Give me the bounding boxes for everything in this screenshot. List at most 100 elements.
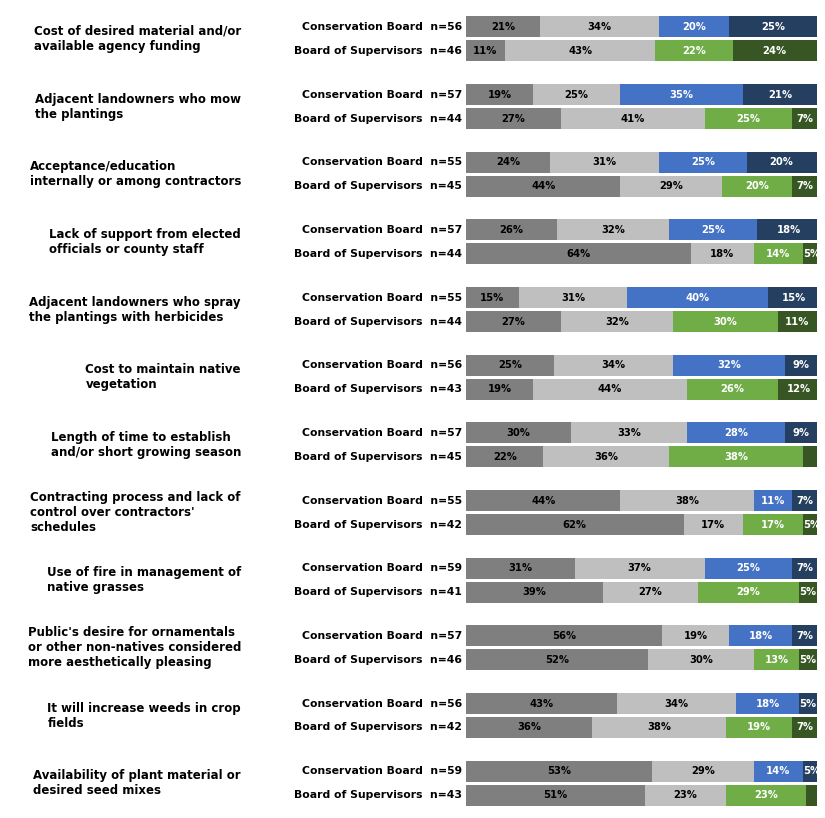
Bar xyxy=(466,626,662,646)
Text: 53%: 53% xyxy=(547,766,571,776)
Text: Conservation Board  n=59: Conservation Board n=59 xyxy=(302,766,462,776)
Text: 24%: 24% xyxy=(496,157,521,167)
Bar xyxy=(722,176,792,196)
Text: 19%: 19% xyxy=(747,722,771,732)
Text: Board of Supervisors  n=43: Board of Supervisors n=43 xyxy=(294,384,462,394)
Text: It will increase weeds in crop
fields: It will increase weeds in crop fields xyxy=(47,702,241,730)
Bar xyxy=(683,514,743,535)
Bar xyxy=(543,447,670,467)
Bar xyxy=(592,717,725,738)
Bar xyxy=(803,761,820,782)
Bar xyxy=(726,784,806,806)
Bar xyxy=(705,108,792,129)
Bar xyxy=(767,287,820,308)
Text: Conservation Board  n=55: Conservation Board n=55 xyxy=(302,496,462,506)
Bar xyxy=(662,626,729,646)
Text: Use of fire in management of
native grasses: Use of fire in management of native gras… xyxy=(47,566,241,594)
Text: Public's desire for ornamentals
or other non-natives considered
more aesthetical: Public's desire for ornamentals or other… xyxy=(27,627,241,669)
Text: 20%: 20% xyxy=(770,157,794,167)
Text: 25%: 25% xyxy=(564,90,588,100)
Text: 21%: 21% xyxy=(768,90,792,100)
Text: Conservation Board  n=56: Conservation Board n=56 xyxy=(302,22,462,32)
Text: 18%: 18% xyxy=(710,249,734,258)
Bar xyxy=(792,626,817,646)
Text: 38%: 38% xyxy=(724,452,748,462)
Text: Conservation Board  n=57: Conservation Board n=57 xyxy=(302,90,462,100)
Text: Contracting process and lack of
control over contractors'
schedules: Contracting process and lack of control … xyxy=(31,491,241,534)
Bar xyxy=(466,379,533,400)
Text: Lack of support from elected
officials or county staff: Lack of support from elected officials o… xyxy=(50,228,241,256)
Bar xyxy=(466,176,620,196)
Text: 7%: 7% xyxy=(796,114,813,124)
Text: 31%: 31% xyxy=(592,157,616,167)
Bar xyxy=(466,287,519,308)
Text: Adjacent landowners who spray
the plantings with herbicides: Adjacent landowners who spray the planti… xyxy=(30,295,241,324)
Bar xyxy=(466,447,543,467)
Text: 31%: 31% xyxy=(508,564,532,573)
Bar xyxy=(729,626,792,646)
Bar xyxy=(466,84,533,105)
Text: 5%: 5% xyxy=(803,519,820,529)
Text: Conservation Board  n=59: Conservation Board n=59 xyxy=(302,564,462,573)
Text: 14%: 14% xyxy=(766,766,790,776)
Text: 25%: 25% xyxy=(761,22,785,32)
Bar xyxy=(648,649,753,670)
Bar xyxy=(778,379,820,400)
Text: 19%: 19% xyxy=(684,631,708,640)
Text: 7%: 7% xyxy=(796,722,813,732)
Text: 43%: 43% xyxy=(568,46,592,56)
Text: 17%: 17% xyxy=(761,519,785,529)
Bar xyxy=(803,514,820,535)
Text: Adjacent landowners who mow
the plantings: Adjacent landowners who mow the planting… xyxy=(35,92,241,120)
Text: Board of Supervisors  n=46: Board of Supervisors n=46 xyxy=(294,46,462,56)
Bar xyxy=(557,219,670,240)
Text: 25%: 25% xyxy=(691,157,714,167)
Text: 25%: 25% xyxy=(737,114,761,124)
Bar xyxy=(466,422,571,443)
Bar xyxy=(603,582,698,603)
Text: 35%: 35% xyxy=(670,90,694,100)
Text: 39%: 39% xyxy=(522,587,546,597)
Text: Board of Supervisors  n=45: Board of Supervisors n=45 xyxy=(295,452,462,462)
Bar xyxy=(466,40,505,61)
Bar xyxy=(736,693,799,714)
Text: 14%: 14% xyxy=(766,249,790,258)
Text: Acceptance/education
internally or among contractors: Acceptance/education internally or among… xyxy=(30,160,241,188)
Text: 29%: 29% xyxy=(659,182,683,191)
Text: 7%: 7% xyxy=(796,564,813,573)
Text: 27%: 27% xyxy=(639,587,662,597)
Text: 31%: 31% xyxy=(561,293,585,303)
Text: Conservation Board  n=55: Conservation Board n=55 xyxy=(302,157,462,167)
Text: 25%: 25% xyxy=(737,564,761,573)
Bar xyxy=(466,244,691,264)
Bar xyxy=(691,244,754,264)
Bar xyxy=(659,16,729,38)
Bar xyxy=(799,649,817,670)
Bar xyxy=(726,717,792,738)
Bar xyxy=(785,422,817,443)
Bar xyxy=(655,40,733,61)
Text: Board of Supervisors  n=43: Board of Supervisors n=43 xyxy=(294,790,462,800)
Bar xyxy=(743,84,817,105)
Text: 5%: 5% xyxy=(799,655,817,665)
Bar xyxy=(670,447,803,467)
Text: 34%: 34% xyxy=(601,360,625,371)
Text: 43%: 43% xyxy=(530,699,554,708)
Text: 38%: 38% xyxy=(647,722,671,732)
Text: 24%: 24% xyxy=(762,46,787,56)
Text: 32%: 32% xyxy=(717,360,741,371)
Bar xyxy=(792,717,817,738)
Bar xyxy=(697,582,799,603)
Bar xyxy=(652,761,753,782)
Text: 17%: 17% xyxy=(701,519,725,529)
Bar xyxy=(754,244,803,264)
Text: 26%: 26% xyxy=(500,225,524,235)
Text: Board of Supervisors  n=42: Board of Supervisors n=42 xyxy=(294,519,462,529)
Text: 33%: 33% xyxy=(617,428,641,438)
Bar xyxy=(620,176,722,196)
Bar xyxy=(733,40,817,61)
Text: 23%: 23% xyxy=(754,790,778,800)
Text: 27%: 27% xyxy=(502,317,526,326)
Text: 32%: 32% xyxy=(605,317,629,326)
Bar xyxy=(571,422,687,443)
